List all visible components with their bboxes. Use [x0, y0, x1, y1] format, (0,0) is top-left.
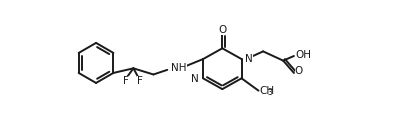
- Text: N: N: [245, 54, 253, 64]
- Text: CH: CH: [259, 86, 274, 96]
- Text: O: O: [218, 25, 226, 35]
- Text: OH: OH: [295, 50, 312, 60]
- Text: N: N: [191, 74, 199, 84]
- Text: NH: NH: [171, 63, 187, 73]
- Text: O: O: [295, 66, 303, 76]
- Text: F: F: [137, 76, 143, 86]
- Text: 3: 3: [268, 88, 272, 97]
- Text: F: F: [123, 76, 129, 86]
